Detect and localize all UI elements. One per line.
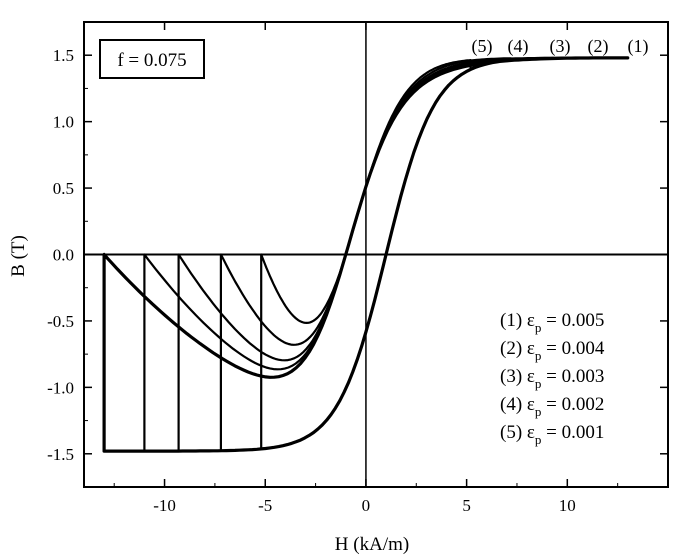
legend-entry: (2) εp = 0.004 [500,338,605,363]
y-tick-label: 0.5 [53,179,74,198]
x-tick-label: 10 [559,496,576,515]
y-tick-label: -0.5 [47,312,74,331]
y-tick-label: 1.0 [53,113,74,132]
x-tick-label: 0 [362,496,371,515]
legend: (1) εp = 0.005 (2) εp = 0.004 (3) εp = 0.0… [500,310,605,447]
x-axis-title: H (kA/m) [335,534,409,555]
legend-entry: (1) εp = 0.005 [500,310,604,335]
x-tick-label: 5 [462,496,471,515]
y-tick-label: -1.5 [47,445,74,464]
annotation-frame [99,39,205,79]
legend-entry: (4) εp = 0.002 [500,394,604,419]
x-tick-label: -10 [153,496,176,515]
y-axis-title: B (T) [8,235,29,277]
axes: -10 -5 0 5 10 -1.5 -1.0 -0.5 0.0 0.5 1.0 1.5 [47,21,669,515]
x-tick-label: -5 [258,496,272,515]
legend-entry: (3) εp = 0.003 [500,366,604,391]
plot-area [102,56,630,453]
y-tick-label: -1.0 [47,378,74,397]
curve-label: (5) [472,36,493,57]
curve-label: (3) [550,36,571,57]
curve-labels: (5) (4) (3) (2) (1) [472,36,649,57]
loop-series-5 [260,59,472,450]
annotation-text: f = 0.075 [117,50,186,71]
curve-label: (1) [628,36,649,57]
y-tick-label: 0.0 [53,246,74,265]
y-tick-label: 1.5 [53,46,74,65]
legend-entry: (5) εp = 0.001 [500,422,604,447]
curve-label: (2) [588,36,609,57]
annotation-box: f = 0.075 [99,39,205,79]
curve-label: (4) [508,36,529,57]
